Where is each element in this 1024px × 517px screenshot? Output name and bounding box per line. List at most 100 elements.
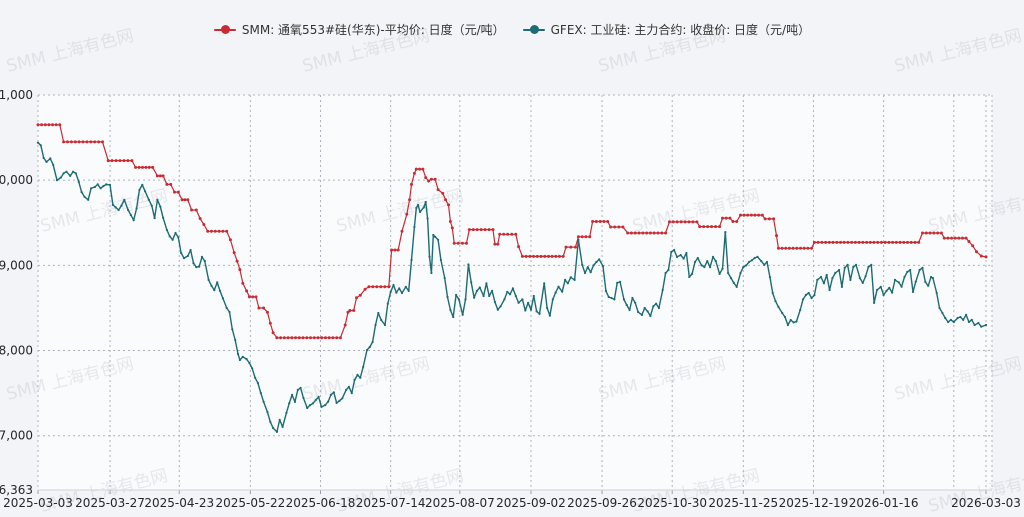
- data-point-marker: [786, 323, 790, 327]
- data-point-marker: [861, 240, 865, 244]
- data-point-marker: [421, 167, 425, 171]
- legend-item-smm[interactable]: SMM: 通氧553#硅(华东)-平均价: 日度（元/吨）: [213, 21, 505, 38]
- data-point-marker: [446, 295, 449, 299]
- data-point-marker: [795, 246, 799, 250]
- data-point-marker: [241, 355, 244, 358]
- data-point-marker: [137, 165, 141, 169]
- x-axis-label: 2025-03-03: [3, 496, 73, 510]
- data-point-marker: [374, 323, 377, 327]
- data-point-marker: [802, 246, 806, 250]
- data-point-marker: [498, 232, 502, 236]
- data-point-marker: [296, 388, 299, 391]
- data-point-marker: [514, 232, 518, 236]
- data-point-marker: [427, 179, 431, 183]
- data-point-marker: [238, 358, 241, 362]
- data-point-marker: [838, 268, 841, 272]
- data-point-marker: [791, 246, 795, 250]
- data-point-marker: [272, 426, 275, 430]
- data-point-marker: [772, 217, 776, 221]
- x-axis-label: 2025-05-22: [215, 496, 285, 510]
- data-point-marker: [601, 265, 605, 268]
- data-point-marker: [80, 191, 83, 194]
- legend-item-gfex[interactable]: GFEX: 工业硅: 主力合约: 收盘价: 日度（元/吨）: [522, 21, 810, 38]
- data-point-marker: [906, 270, 909, 273]
- data-point-marker: [724, 231, 727, 234]
- data-point-marker: [47, 123, 51, 127]
- data-point-marker: [393, 248, 397, 252]
- data-point-marker: [475, 228, 479, 232]
- data-point-marker: [929, 275, 933, 279]
- data-point-marker: [849, 278, 852, 281]
- data-point-marker: [389, 290, 392, 293]
- data-point-marker: [452, 241, 456, 245]
- data-point-marker: [314, 398, 317, 402]
- data-point-marker: [210, 229, 213, 233]
- data-point-marker: [294, 336, 298, 340]
- data-point-marker: [867, 265, 870, 269]
- data-point-marker: [72, 170, 75, 173]
- data-point-marker: [891, 291, 894, 294]
- data-point-marker: [700, 264, 703, 267]
- data-point-marker: [822, 282, 826, 285]
- data-point-marker: [110, 159, 114, 163]
- data-point-marker: [77, 180, 80, 183]
- data-point-marker: [395, 291, 398, 294]
- data-point-marker: [576, 235, 580, 239]
- data-point-marker: [363, 287, 367, 291]
- data-point-marker: [114, 159, 118, 163]
- x-axis-label: 2025-04-23: [144, 496, 214, 510]
- data-point-marker: [77, 140, 81, 144]
- x-axis-label: 2025-03-27: [75, 496, 145, 510]
- data-point-marker: [414, 167, 418, 171]
- data-point-marker: [479, 228, 483, 232]
- data-point-marker: [398, 287, 401, 290]
- data-point-marker: [400, 291, 404, 295]
- x-axis-label: 2025-11-25: [708, 496, 778, 510]
- data-point-marker: [433, 177, 437, 181]
- data-point-marker: [652, 231, 656, 235]
- data-point-marker: [842, 240, 846, 244]
- y-axis-min-label: 6,363: [0, 483, 33, 497]
- data-point-marker: [377, 311, 380, 315]
- data-point-marker: [338, 399, 341, 402]
- data-point-marker: [302, 396, 305, 399]
- data-point-marker: [413, 225, 416, 229]
- data-point-marker: [902, 240, 906, 244]
- data-point-marker: [532, 294, 535, 298]
- data-point-marker: [45, 160, 48, 163]
- data-point-marker: [464, 298, 467, 301]
- data-point-marker: [189, 248, 192, 252]
- data-point-marker: [65, 170, 68, 173]
- data-point-marker: [52, 163, 55, 166]
- data-point-marker: [279, 336, 283, 340]
- data-point-marker: [99, 187, 102, 190]
- data-point-marker: [852, 265, 855, 269]
- data-point-marker: [691, 220, 695, 224]
- data-point-marker: [127, 208, 130, 212]
- data-point-marker: [467, 263, 470, 266]
- data-point-marker: [706, 260, 709, 263]
- data-point-marker: [546, 254, 550, 258]
- data-point-marker: [776, 246, 780, 250]
- data-point-marker: [780, 246, 784, 250]
- data-point-marker: [69, 174, 72, 177]
- data-point-marker: [953, 236, 957, 240]
- data-point-marker: [247, 295, 251, 299]
- data-point-marker: [81, 140, 85, 144]
- x-axis-label: 2025-09-02: [496, 496, 566, 510]
- data-point-marker: [441, 191, 445, 195]
- data-point-marker: [499, 305, 502, 308]
- data-point-marker: [83, 195, 86, 198]
- data-point-marker: [225, 229, 229, 233]
- data-point-marker: [405, 212, 409, 216]
- data-point-marker: [825, 273, 828, 277]
- data-point-marker: [781, 311, 784, 315]
- data-point-marker: [412, 171, 416, 175]
- data-point-marker: [898, 240, 902, 244]
- data-point-marker: [380, 318, 383, 322]
- data-point-marker: [687, 220, 691, 224]
- data-point-marker: [679, 220, 683, 224]
- data-point-marker: [203, 260, 206, 263]
- data-point-marker: [932, 231, 936, 235]
